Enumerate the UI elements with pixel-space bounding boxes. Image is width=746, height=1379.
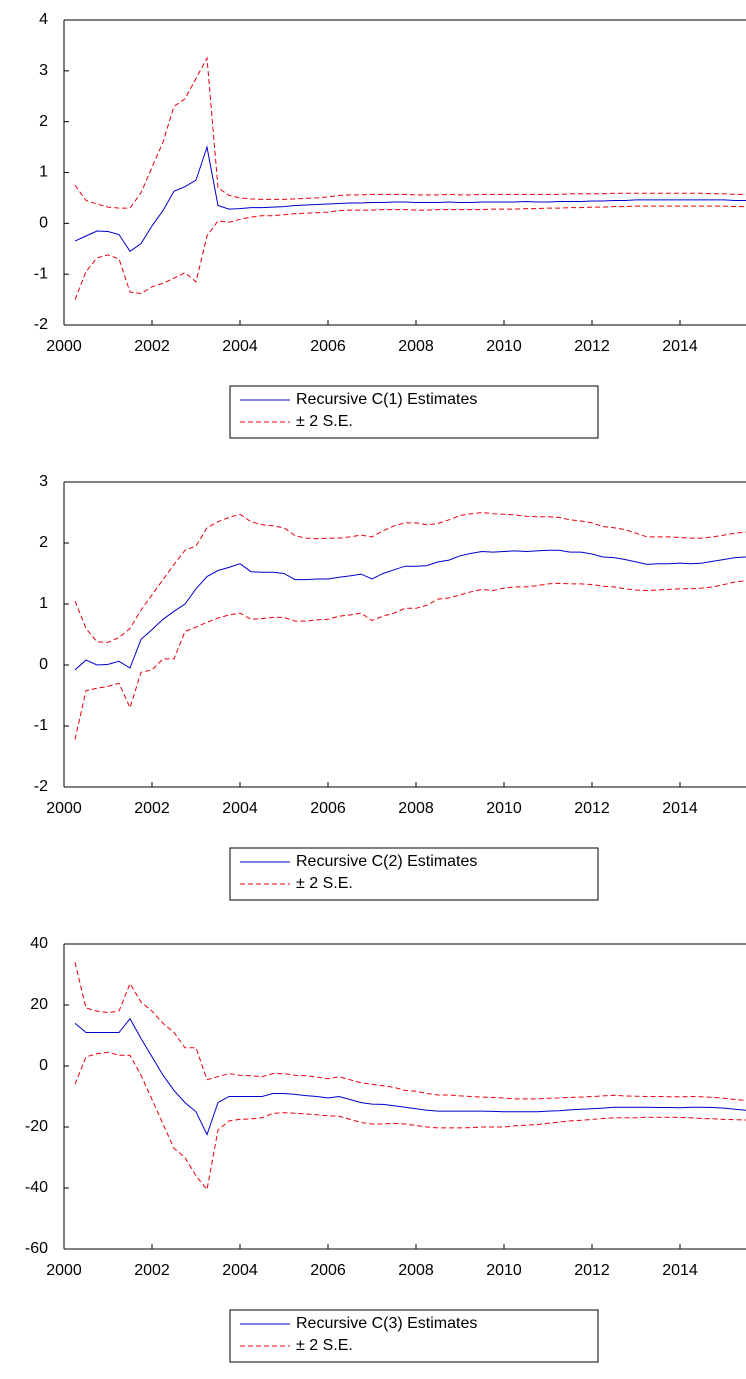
legend-label: ± 2 S.E. [296, 875, 353, 892]
estimate-line [74, 1017, 746, 1136]
y-tick-label: 3 [39, 62, 48, 79]
estimate-line [74, 145, 746, 253]
x-tick-label: 2004 [222, 338, 258, 355]
x-tick-label: 2010 [486, 800, 522, 817]
y-tick-label: -1 [34, 265, 48, 282]
band-line [74, 962, 746, 1101]
y-tick-label: 1 [39, 595, 48, 612]
y-tick-label: 4 [39, 11, 48, 28]
x-tick-label: 2012 [574, 338, 610, 355]
y-tick-label: -60 [25, 1240, 48, 1257]
y-tick-label: -40 [25, 1179, 48, 1196]
legend-label: Recursive C(3) Estimates [296, 1315, 477, 1332]
x-tick-label: 2014 [662, 338, 698, 355]
x-tick-label: 2004 [222, 800, 258, 817]
x-tick-label: 2010 [486, 1262, 522, 1279]
legend-label: Recursive C(2) Estimates [296, 853, 477, 870]
x-tick-label: 2000 [46, 1262, 82, 1279]
x-tick-label: 2006 [310, 1262, 346, 1279]
band-line [74, 580, 746, 740]
y-tick-label: 0 [39, 656, 48, 673]
y-tick-label: 2 [39, 534, 48, 551]
x-tick-label: 2000 [46, 338, 82, 355]
x-tick-label: 2012 [574, 1262, 610, 1279]
y-tick-label: -2 [34, 778, 48, 795]
x-tick-label: 2014 [662, 1262, 698, 1279]
x-tick-label: 2012 [574, 800, 610, 817]
legend-box [229, 385, 599, 439]
legend-label: ± 2 S.E. [296, 1337, 353, 1354]
x-tick-label: 2008 [398, 338, 434, 355]
band-line [74, 1051, 746, 1191]
legend-label: Recursive C(1) Estimates [296, 391, 477, 408]
y-tick-label: 40 [30, 935, 48, 952]
x-tick-label: 2010 [486, 338, 522, 355]
y-tick-label: -20 [25, 1118, 48, 1135]
y-tick-label: 2 [39, 113, 48, 130]
band-line [74, 56, 746, 209]
y-tick-label: 20 [30, 996, 48, 1013]
y-tick-label: 3 [39, 473, 48, 490]
y-tick-label: -1 [34, 717, 48, 734]
x-tick-label: 2014 [662, 800, 698, 817]
legend-label: ± 2 S.E. [296, 413, 353, 430]
x-tick-label: 2002 [134, 800, 170, 817]
band-line [74, 511, 746, 643]
x-tick-label: 2006 [310, 800, 346, 817]
band-line [74, 205, 746, 300]
y-tick-label: 0 [39, 1057, 48, 1074]
x-tick-label: 2008 [398, 1262, 434, 1279]
y-tick-label: 1 [39, 164, 48, 181]
x-tick-label: 2002 [134, 1262, 170, 1279]
estimate-line [74, 549, 746, 671]
x-tick-label: 2002 [134, 338, 170, 355]
y-tick-label: -2 [34, 316, 48, 333]
x-tick-label: 2006 [310, 338, 346, 355]
x-tick-label: 2000 [46, 800, 82, 817]
legend-box [229, 847, 599, 901]
x-tick-label: 2004 [222, 1262, 258, 1279]
legend-box [229, 1309, 599, 1363]
x-tick-label: 2008 [398, 800, 434, 817]
y-tick-label: 0 [39, 215, 48, 232]
